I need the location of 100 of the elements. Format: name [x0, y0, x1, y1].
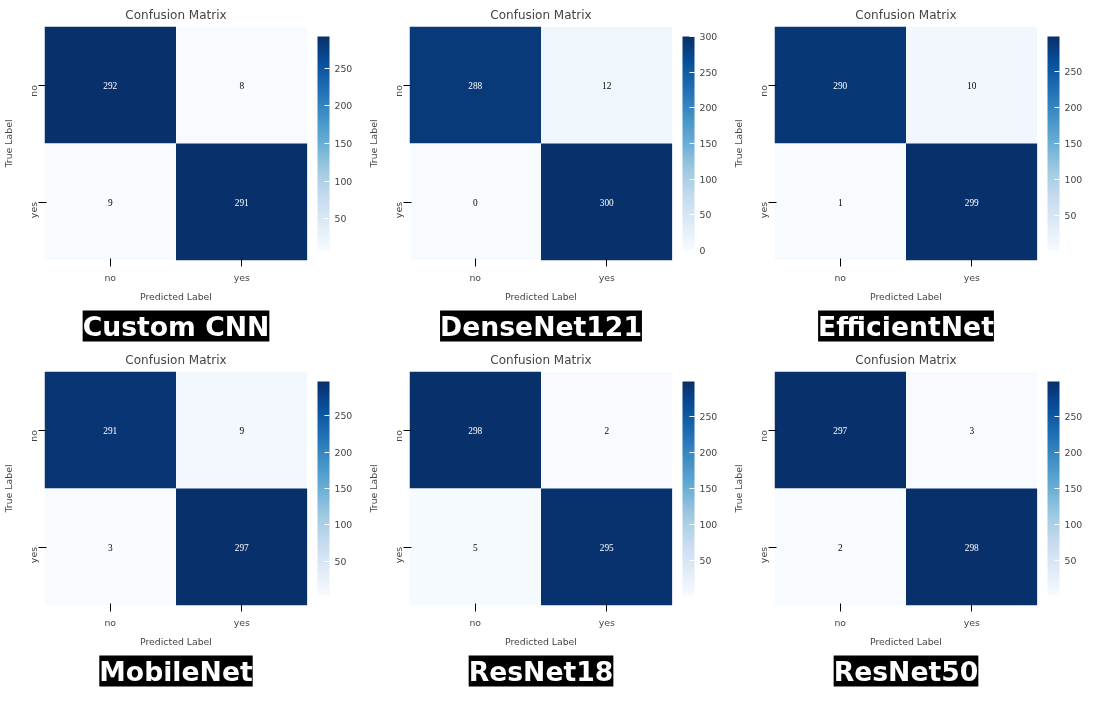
color-bar-label: 250: [699, 410, 718, 422]
chart-title: Confusion Matrix: [855, 352, 957, 367]
data-label: 295: [599, 542, 615, 553]
color-bar-label: 250: [1064, 410, 1083, 422]
color-bar-label: 150: [699, 138, 718, 149]
data-label: 292: [103, 80, 118, 91]
x-tick-label: no: [104, 616, 117, 628]
color-bar-label: 250: [1064, 66, 1083, 78]
data-label: 288: [468, 80, 483, 91]
y-tick-label: yes: [758, 546, 769, 564]
color-bar-label: 100: [334, 175, 353, 187]
color-bar-label: 150: [334, 483, 353, 494]
color-bar-label: 150: [699, 483, 718, 494]
text: ResNet18: [468, 655, 614, 687]
data-label: 3: [107, 542, 113, 553]
data-label: 290: [833, 80, 848, 91]
data-label: 300: [599, 197, 615, 208]
y-tick-label: no: [28, 429, 39, 442]
color-bar-label: 50: [334, 555, 347, 567]
chart-title: Confusion Matrix: [125, 7, 227, 22]
data-label: 297: [234, 542, 250, 553]
color-bar-label: 200: [1064, 102, 1083, 114]
x-tick-label: yes: [233, 616, 250, 628]
x-tick-label: no: [834, 271, 847, 283]
color-bar-label: 250: [334, 410, 353, 422]
y-tick-label: yes: [28, 201, 39, 219]
color-bar-label: 50: [334, 213, 347, 225]
y-tick-label: yes: [393, 201, 404, 219]
y-axis-title: True Label: [368, 119, 380, 169]
x-tick-label: no: [469, 616, 482, 628]
chart-title: Confusion Matrix: [125, 352, 227, 367]
data-label: 3: [969, 425, 975, 436]
y-axis-title: True Label: [368, 464, 380, 514]
x-tick-label: yes: [963, 271, 980, 283]
color-bar-label: 250: [334, 62, 353, 74]
chart-title: Confusion Matrix: [490, 7, 592, 22]
text: MobileNet: [99, 655, 253, 687]
y-axis-title: True Label: [3, 119, 15, 169]
y-tick-label: yes: [28, 546, 39, 564]
data-label: 5: [472, 542, 478, 553]
data-label: 12: [602, 80, 612, 91]
y-tick-label: yes: [758, 201, 769, 219]
x-tick-label: no: [104, 271, 117, 283]
color-bar-label: 200: [699, 446, 718, 458]
data-label: 299: [964, 197, 980, 208]
color-bar-label: 0: [699, 245, 706, 256]
y-tick-label: no: [758, 429, 769, 442]
data-label: 2: [837, 542, 843, 553]
color-bar-label: 50: [699, 209, 712, 221]
y-tick-label: no: [393, 84, 404, 97]
text: EfficientNet: [818, 310, 995, 342]
color-bar-label: 150: [334, 138, 353, 149]
x-axis-title: Predicted Label: [870, 290, 942, 302]
data-label: 0: [472, 197, 478, 208]
data-label: 291: [234, 197, 250, 208]
y-axis-title: True Label: [733, 119, 745, 169]
color-bar-label: 50: [699, 555, 712, 567]
x-axis-title: Predicted Label: [870, 635, 942, 647]
data-label: 2: [604, 425, 610, 436]
text: Custom CNN: [82, 310, 270, 342]
color-bar-label: 50: [1064, 209, 1077, 221]
color-bar-label: 300: [699, 31, 718, 42]
color-bar-label: 150: [1064, 483, 1083, 494]
data-label: 298: [964, 542, 980, 553]
x-tick-label: yes: [963, 616, 980, 628]
y-tick-label: yes: [393, 546, 404, 564]
text: ResNet50: [833, 655, 979, 687]
y-tick-label: no: [758, 84, 769, 97]
color-bar-label: 200: [334, 100, 353, 112]
data-label: 9: [107, 197, 113, 208]
chart-title: Confusion Matrix: [490, 352, 592, 367]
color-bar-label: 100: [1064, 519, 1083, 531]
data-label: 10: [967, 80, 977, 91]
x-tick-label: no: [834, 616, 847, 628]
x-tick-label: yes: [598, 616, 615, 628]
data-label: 297: [833, 425, 848, 436]
color-bar-label: 100: [1064, 173, 1083, 185]
color-bar-label: 200: [334, 446, 353, 458]
x-axis-title: Predicted Label: [505, 290, 577, 302]
color-bar-label: 150: [1064, 138, 1083, 149]
x-tick-label: yes: [233, 271, 250, 283]
x-tick-label: no: [469, 271, 482, 283]
color-bar-label: 100: [334, 519, 353, 531]
chart-title: Confusion Matrix: [855, 7, 957, 22]
data-label: 8: [239, 80, 245, 91]
y-tick-label: no: [28, 84, 39, 97]
y-tick-label: no: [393, 429, 404, 442]
y-axis-title: True Label: [733, 464, 745, 514]
color-bar-label: 50: [1064, 555, 1077, 567]
color-bar-label: 100: [699, 519, 718, 531]
data-label: 291: [103, 425, 118, 436]
data-label: 9: [239, 425, 245, 436]
x-axis-title: Predicted Label: [505, 635, 577, 647]
text: DenseNet121: [440, 310, 642, 342]
color-bar-label: 200: [1064, 446, 1083, 458]
y-axis-title: True Label: [3, 464, 15, 514]
x-axis-title: Predicted Label: [140, 290, 212, 302]
x-tick-label: yes: [598, 271, 615, 283]
color-bar-label: 200: [699, 102, 718, 114]
data-label: 1: [837, 197, 843, 208]
